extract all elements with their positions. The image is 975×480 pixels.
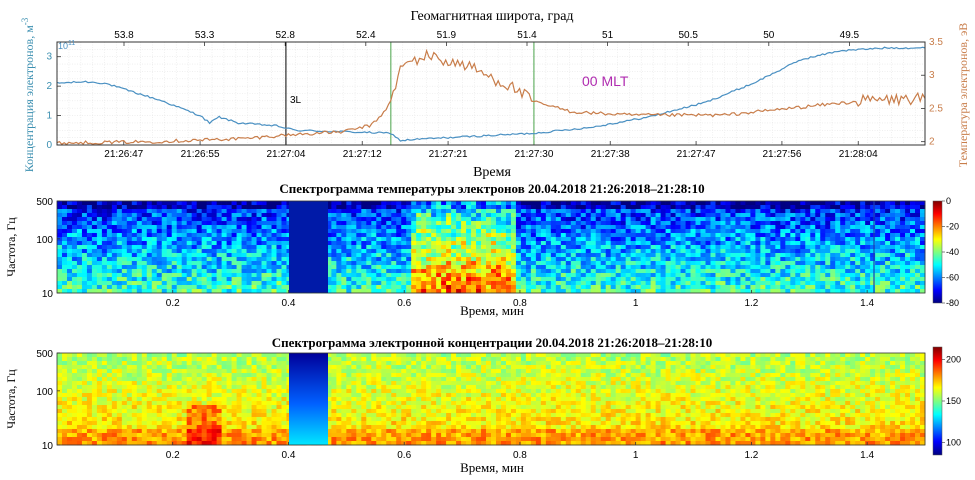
spectrogram-frame-temperature [56,200,926,294]
colorbar-tick-label: -80 [946,298,959,308]
x-axis-title-minutes-2: Время, мин [460,460,524,475]
x-tick-label: 0.6 [397,450,411,461]
y-tick-label: 500 [36,349,53,360]
spectrogram-ticks-concentration: 0.2 0.4 0.6 0.8 1 1.2 1.4 10 100 500 [36,349,874,461]
top-tick-label: 52.4 [356,30,376,41]
colorbar-tick-label: -60 [946,273,959,283]
y-tick-label: 10 [42,289,54,300]
y-tick-label: 100 [36,387,53,398]
temperature-spectrogram-panel: Спектрограмма температуры электронов 20.… [4,181,959,318]
spectrogram-image-concentration [57,353,926,446]
top-tick-label: 51.9 [437,30,457,41]
colorbar-tick-label: 150 [946,396,961,406]
x-tick-label: 21:27:12 [343,149,382,160]
top-tick-label: 53.8 [114,30,134,41]
x-tick-label: 21:27:38 [591,149,630,160]
x-tick-label: 1.4 [860,450,874,461]
y-tick-label: 10 [42,441,54,452]
concentration-spectrogram-panel: Спектрограмма электронной концентрации 2… [4,335,961,475]
colorbar-tick-label: 100 [946,438,961,448]
top-tick-label: 51.4 [517,30,537,41]
x-tick-label: 21:27:56 [762,149,801,160]
series-line-temperature [57,48,925,145]
timeseries-grid [56,41,925,146]
y-axis-title-density: Концентрация электронов, м-3 [20,17,36,172]
timeseries-ticks: 21:26:47 21:26:55 21:27:04 21:27:12 21:27:21… [46,30,943,160]
y2-axis-title-temperature: Температура электронов, эВ [956,23,970,168]
y-tick-label: 3 [46,52,52,63]
x-tick-label: 1 [633,450,639,461]
y2-tick-label: 2.5 [929,103,943,114]
x-tick-label: 21:28:04 [839,149,878,160]
x-tick-label: 21:27:21 [429,149,468,160]
spectrogram-frame-concentration [56,352,926,446]
x-tick-label: 21:27:30 [514,149,553,160]
x-tick-label: 21:26:47 [104,149,143,160]
x-tick-label: 0.8 [513,298,527,309]
y2-tick-label: 3.5 [929,37,943,48]
x-axis-title-time: Время [473,165,511,180]
marker-label-3l: 3L [290,95,302,106]
colorbar-tick-label: 0 [946,196,951,206]
y-tick-label: 1 [46,111,52,122]
x-tick-label: 0.4 [282,298,296,309]
series-line-density [57,46,925,142]
y-tick-label: 500 [36,197,53,208]
x-tick-label: 1.4 [860,298,874,309]
timeseries-series [57,46,925,145]
x-tick-label: 0.2 [166,450,180,461]
annotation-mlt: 00 MLT [582,73,629,89]
top-tick-label: 49.5 [840,30,860,41]
colorbar-temperature [932,200,943,304]
x-tick-label: 1.2 [744,298,758,309]
x-tick-label: 0.4 [282,450,296,461]
colorbar-concentration [932,346,943,456]
top-axis-title: Геомагнитная широта, град [410,9,573,24]
x-tick-label: 21:27:47 [677,149,716,160]
y-tick-label: 0 [46,140,52,151]
x-tick-label: 0.8 [513,450,527,461]
top-tick-label: 53.3 [195,30,215,41]
colorbar-tick-label: -20 [946,222,959,232]
colorbar-ticks-temperature: 0 -20 -40 -60 -80 [942,196,959,308]
colorbar-tick-label: -40 [946,247,959,257]
top-tick-label: 52.8 [275,30,295,41]
y-axis-title-frequency-1: Частота, Гц [4,217,18,277]
y2-tick-label: 2 [929,137,935,148]
x-tick-label: 21:26:55 [181,149,220,160]
y-tick-label: 100 [36,235,53,246]
x-tick-label: 0.6 [397,298,411,309]
top-tick-label: 50.5 [678,30,698,41]
spectrogram-ticks-temperature: 0.2 0.4 0.6 0.8 1 1.2 1.4 10 100 500 [36,197,874,309]
x-tick-label: 1.2 [744,450,758,461]
y-axis-title-frequency-2: Частота, Гц [4,369,18,429]
y2-tick-label: 3 [929,70,935,81]
colorbar-ticks-concentration: 200 150 100 [942,354,961,448]
x-tick-label: 0.2 [166,298,180,309]
y-exponent-label: 1011 [58,40,75,51]
spectrogram-title-concentration: Спектрограмма электронной концентрации 2… [272,335,712,350]
spectrogram-image-temperature [57,201,926,294]
x-axis-title-minutes-1: Время, мин [460,303,524,318]
x-tick-label: 21:27:04 [266,149,305,160]
timeseries-frame [56,41,926,146]
spectrogram-title-temperature: Спектрограмма температуры электронов 20.… [279,181,704,196]
timeseries-panel: Геомагнитная широта, град 21:26:47 21:26:… [20,9,970,180]
top-tick-label: 51 [602,30,614,41]
y-tick-label: 2 [46,81,52,92]
top-tick-label: 50 [763,30,775,41]
colorbar-tick-label: 200 [946,354,961,364]
x-tick-label: 1 [633,298,639,309]
